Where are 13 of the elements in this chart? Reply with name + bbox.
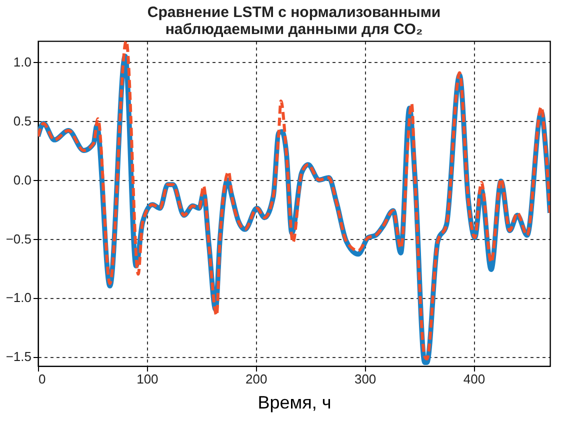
- y-tick-label: −0.5: [6, 231, 32, 246]
- y-tick-label: −1.0: [6, 290, 32, 306]
- x-tick-label: 100: [136, 372, 158, 386]
- x-tick-label: 200: [246, 372, 268, 386]
- x-tick-label: 300: [354, 372, 376, 386]
- y-tick-label: 0.5: [13, 114, 32, 129]
- x-tick-label: 0: [38, 372, 46, 386]
- chart-title: Сравнение LSTM с нормализованными наблюдаемыми данными для CO₂: [147, 4, 441, 38]
- y-tick-label: 1.0: [13, 54, 32, 70]
- y-tick-label: −1.5: [6, 349, 32, 364]
- y-tick-label: 0.0: [13, 172, 32, 188]
- x-axis-title: Время, ч: [258, 392, 332, 412]
- x-tick-label: 400: [463, 372, 486, 386]
